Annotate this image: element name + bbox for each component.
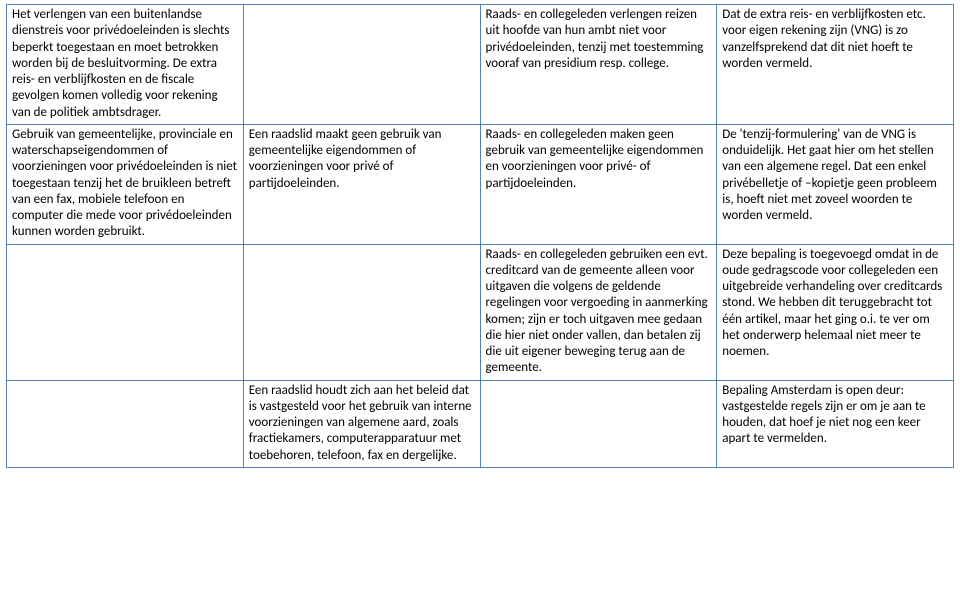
cell xyxy=(480,380,717,467)
cell: Raads- en collegeleden maken geen gebrui… xyxy=(480,124,717,244)
cell: Dat de extra reis- en verblijfkosten etc… xyxy=(717,5,954,125)
table-row: Het verlengen van een buitenlandse diens… xyxy=(7,5,954,125)
cell: Raads- en collegeleden verlengen reizen … xyxy=(480,5,717,125)
cell xyxy=(243,5,480,125)
cell: Gebruik van gemeentelijke, provinciale e… xyxy=(7,124,244,244)
table-row: Een raadslid houdt zich aan het beleid d… xyxy=(7,380,954,467)
cell xyxy=(243,244,480,380)
cell: Bepaling Amsterdam is open deur: vastges… xyxy=(717,380,954,467)
cell: Een raadslid maakt geen gebruik van geme… xyxy=(243,124,480,244)
cell: Deze bepaling is toegevoegd omdat in de … xyxy=(717,244,954,380)
document-page: { "rows": [ { "c1": "Het verlengen van e… xyxy=(0,0,960,609)
cell: De 'tenzij-formulering' van de VNG is on… xyxy=(717,124,954,244)
cell: Het verlengen van een buitenlandse diens… xyxy=(7,5,244,125)
cell xyxy=(7,244,244,380)
cell: Een raadslid houdt zich aan het beleid d… xyxy=(243,380,480,467)
table-row: Gebruik van gemeentelijke, provinciale e… xyxy=(7,124,954,244)
table-row: Raads- en collegeleden gebruiken een evt… xyxy=(7,244,954,380)
comparison-table: Het verlengen van een buitenlandse diens… xyxy=(6,4,954,468)
cell: Raads- en collegeleden gebruiken een evt… xyxy=(480,244,717,380)
cell xyxy=(7,380,244,467)
